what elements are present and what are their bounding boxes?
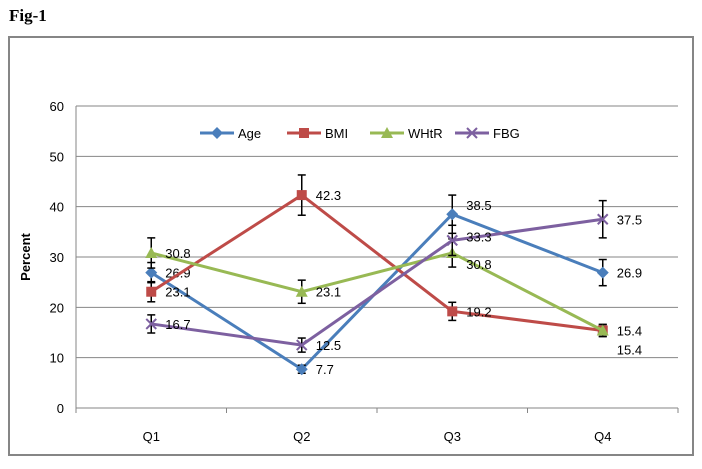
legend-label: FBG	[493, 126, 520, 141]
x-tick-label: Q2	[293, 429, 310, 444]
data-label: 23.1	[316, 285, 341, 300]
legend-label: WHtR	[408, 126, 443, 141]
triangle-marker	[596, 324, 609, 336]
y-tick-label: 40	[50, 200, 64, 215]
x-marker	[597, 213, 609, 225]
legend-item-fbg: FBG	[455, 126, 520, 141]
data-label: 19.2	[466, 304, 491, 319]
data-label: 30.8	[165, 246, 190, 261]
triangle-marker	[381, 127, 393, 138]
series-line	[150, 251, 604, 332]
diamond-marker	[446, 208, 459, 221]
data-label: 26.9	[617, 266, 642, 281]
x-tick-label: Q3	[444, 429, 461, 444]
legend-item-age: Age	[200, 126, 261, 141]
series-group: 26.97.738.526.923.142.319.215.430.823.13…	[145, 174, 642, 377]
y-tick-label: 30	[50, 250, 64, 265]
data-label: 38.5	[466, 198, 491, 213]
gridlines	[76, 105, 678, 359]
data-label: 23.1	[165, 285, 190, 300]
triangle-marker	[145, 246, 158, 258]
y-tick-label: 50	[50, 149, 64, 164]
data-label: 15.4	[617, 342, 642, 357]
data-label: 37.5	[617, 212, 642, 227]
data-label: 12.5	[316, 338, 341, 353]
diamond-marker	[596, 266, 609, 279]
data-label: 15.4	[617, 323, 642, 338]
square-marker	[296, 190, 307, 201]
x-marker	[296, 339, 308, 351]
data-label: 30.8	[466, 257, 491, 272]
triangle-marker	[295, 285, 308, 297]
y-tick-label: 0	[57, 401, 64, 416]
y-tick-label: 20	[50, 300, 64, 315]
diamond-marker	[145, 266, 158, 279]
data-label: 33.3	[466, 229, 491, 244]
legend-item-whtr: WHtR	[370, 126, 443, 141]
legend-item-bmi: BMI	[287, 126, 348, 141]
x-marker-stroke	[296, 339, 308, 351]
x-marker-stroke	[597, 213, 609, 225]
y-tick-label: 10	[50, 351, 64, 366]
legend: Age BMI WHtR FBG	[200, 126, 520, 141]
data-label: 7.7	[316, 362, 334, 377]
legend-label: BMI	[325, 126, 348, 141]
x-marker-stroke	[466, 127, 478, 139]
x-tick-label: Q1	[143, 429, 160, 444]
x-marker	[466, 127, 478, 139]
y-tick-label: 60	[50, 99, 64, 114]
x-marker-stroke	[145, 318, 157, 330]
y-axis-label: Percent	[18, 232, 33, 280]
data-label: 42.3	[316, 188, 341, 203]
axes: 0 10 20 30 40 50 60 Q1 Q2 Q3 Q4	[50, 99, 679, 444]
chart-frame	[8, 36, 694, 456]
x-tick-label: Q4	[594, 429, 611, 444]
x-marker	[446, 234, 458, 247]
x-marker-stroke	[446, 234, 458, 247]
series-line	[150, 193, 603, 332]
data-label: 16.7	[165, 317, 190, 332]
x-marker	[145, 318, 157, 330]
legend-label: Age	[238, 126, 261, 141]
series-fbg: 16.7 12.5 33.3 37.5	[145, 199, 642, 353]
square-marker	[299, 128, 309, 138]
square-marker	[146, 286, 157, 297]
series-line	[151, 217, 603, 347]
square-marker	[447, 306, 458, 317]
figure-label: Fig-1	[9, 6, 47, 25]
diamond-marker	[211, 127, 223, 139]
diamond-marker	[295, 363, 308, 376]
